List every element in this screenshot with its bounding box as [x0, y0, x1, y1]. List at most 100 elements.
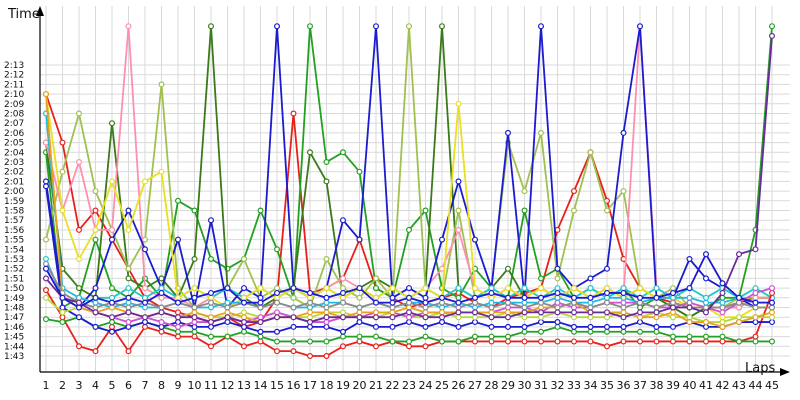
data-point — [537, 338, 544, 345]
data-point — [472, 319, 479, 326]
data-point — [735, 304, 742, 311]
data-point — [142, 294, 149, 301]
data-point — [274, 338, 281, 345]
data-point — [603, 309, 610, 316]
data-point — [340, 309, 347, 316]
data-point — [241, 294, 248, 301]
data-point — [340, 217, 347, 224]
data-point — [686, 299, 693, 306]
data-point — [505, 338, 512, 345]
x-tick-label: 40 — [683, 379, 697, 392]
data-point — [323, 309, 330, 316]
data-point — [274, 309, 281, 316]
data-point — [455, 299, 462, 306]
series-group — [42, 23, 775, 360]
data-point — [142, 299, 149, 306]
data-point — [257, 304, 264, 311]
data-point — [208, 343, 215, 350]
data-point — [669, 314, 676, 321]
data-point — [752, 333, 759, 340]
x-tick-label: 5 — [109, 379, 116, 392]
data-point — [307, 338, 314, 345]
data-point — [191, 314, 198, 321]
data-point — [472, 314, 479, 321]
data-point — [406, 338, 413, 345]
axes — [36, 6, 790, 376]
data-point — [620, 299, 627, 306]
data-point — [472, 236, 479, 243]
data-point — [191, 285, 198, 292]
data-point — [406, 309, 413, 316]
x-tick-label: 34 — [584, 379, 598, 392]
series-8 — [42, 32, 775, 326]
data-point — [406, 226, 413, 233]
data-point — [439, 23, 446, 30]
data-point — [537, 23, 544, 30]
data-point — [307, 319, 314, 326]
x-tick-label: 12 — [221, 379, 235, 392]
data-point — [257, 333, 264, 340]
data-point — [59, 207, 66, 214]
data-point — [356, 285, 363, 292]
data-point — [620, 323, 627, 330]
data-point — [669, 294, 676, 301]
data-point — [521, 188, 528, 195]
data-point — [323, 256, 330, 263]
data-point — [125, 323, 132, 330]
data-point — [472, 299, 479, 306]
data-point — [42, 178, 49, 185]
y-tick-label: 2:01 — [4, 177, 24, 187]
data-point — [587, 338, 594, 345]
data-point — [488, 309, 495, 316]
data-point — [455, 314, 462, 321]
data-point — [257, 328, 264, 335]
data-point — [191, 304, 198, 311]
data-point — [422, 299, 429, 306]
data-point — [570, 299, 577, 306]
data-point — [620, 289, 627, 296]
y-axis-arrow — [36, 6, 44, 16]
y-tick-labels: 1:431:441:451:461:471:481:491:501:511:52… — [4, 61, 24, 362]
data-point — [702, 333, 709, 340]
data-point — [455, 309, 462, 316]
data-point — [406, 319, 413, 326]
data-point — [323, 294, 330, 301]
x-tick-label: 44 — [749, 379, 763, 392]
data-point — [620, 328, 627, 335]
x-tick-label: 39 — [666, 379, 680, 392]
data-point — [92, 294, 99, 301]
data-point — [356, 319, 363, 326]
data-point — [290, 323, 297, 330]
data-point — [702, 299, 709, 306]
data-point — [505, 299, 512, 306]
data-point — [439, 319, 446, 326]
data-point — [274, 23, 281, 30]
data-point — [340, 333, 347, 340]
data-point — [158, 319, 165, 326]
data-point — [735, 314, 742, 321]
data-point — [125, 265, 132, 272]
data-point — [439, 314, 446, 321]
data-point — [389, 304, 396, 311]
data-point — [257, 299, 264, 306]
data-point — [356, 314, 363, 321]
data-point — [340, 314, 347, 321]
y-tick-label: 1:52 — [4, 265, 24, 275]
data-point — [158, 275, 165, 282]
data-point — [323, 178, 330, 185]
data-point — [653, 304, 660, 311]
data-point — [290, 110, 297, 117]
data-point — [323, 304, 330, 311]
data-point — [125, 207, 132, 214]
data-point — [75, 256, 82, 263]
data-point — [323, 285, 330, 292]
data-point — [752, 304, 759, 311]
data-point — [158, 289, 165, 296]
data-point — [356, 294, 363, 301]
data-point — [653, 328, 660, 335]
data-point — [59, 309, 66, 316]
data-point — [356, 338, 363, 345]
data-point — [92, 236, 99, 243]
data-point — [636, 23, 643, 30]
